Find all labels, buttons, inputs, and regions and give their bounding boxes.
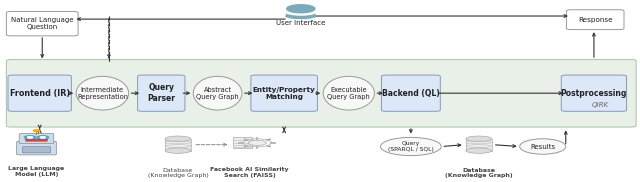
Text: User Interface: User Interface [276,20,326,26]
Ellipse shape [520,139,566,154]
Ellipse shape [323,76,374,110]
FancyBboxPatch shape [381,75,440,111]
Text: Executable
Query Graph: Executable Query Graph [328,87,370,100]
FancyBboxPatch shape [233,137,252,148]
Circle shape [287,5,315,13]
FancyBboxPatch shape [26,139,47,141]
Text: Abstract
Query Graph: Abstract Query Graph [196,87,239,100]
Polygon shape [165,139,191,151]
Text: Postprocessing: Postprocessing [561,89,627,98]
FancyBboxPatch shape [17,141,56,155]
Ellipse shape [466,136,492,142]
FancyBboxPatch shape [138,75,185,111]
FancyBboxPatch shape [6,60,636,127]
FancyBboxPatch shape [8,75,72,111]
Circle shape [248,140,266,145]
FancyBboxPatch shape [22,147,51,153]
Text: Frontend (IR): Frontend (IR) [10,89,70,98]
FancyBboxPatch shape [561,75,627,111]
Ellipse shape [76,76,129,110]
Text: Database
(Knowledge Graph): Database (Knowledge Graph) [445,167,513,178]
Text: Response: Response [578,17,612,23]
Circle shape [28,137,33,138]
FancyBboxPatch shape [19,134,54,143]
Ellipse shape [165,148,191,153]
Ellipse shape [466,148,492,153]
Circle shape [33,130,40,132]
Polygon shape [466,139,492,151]
Text: Query
(SPARQL / SQL): Query (SPARQL / SQL) [388,141,434,152]
Ellipse shape [193,76,242,110]
Text: QIRK: QIRK [592,102,609,108]
Ellipse shape [165,136,191,142]
Circle shape [24,136,36,139]
Text: Large Language
Model (LLM): Large Language Model (LLM) [8,166,65,177]
Text: Entity/Property
Matching: Entity/Property Matching [253,87,316,100]
Text: Intermediate
Representation: Intermediate Representation [77,87,128,100]
Text: Backend (QL): Backend (QL) [382,89,440,98]
Circle shape [37,136,49,139]
FancyBboxPatch shape [6,11,78,36]
Text: Database
(Knowledge Graph): Database (Knowledge Graph) [148,167,208,178]
Ellipse shape [380,137,442,156]
Text: Facebook AI Similarity
Search (FAISS): Facebook AI Similarity Search (FAISS) [211,167,289,178]
Text: Query
Parser: Query Parser [147,84,175,103]
Text: Natural Language
Question: Natural Language Question [11,17,74,30]
FancyBboxPatch shape [566,10,624,29]
Circle shape [40,137,45,138]
Text: Results: Results [530,144,556,149]
FancyBboxPatch shape [251,75,317,111]
